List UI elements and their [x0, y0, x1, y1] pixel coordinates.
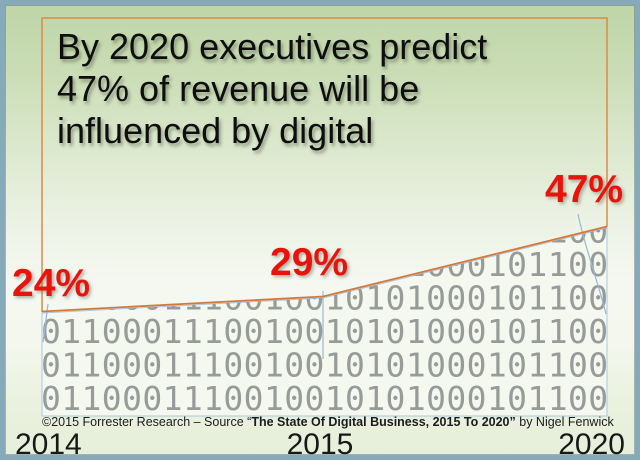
data-label-2014: 24% — [12, 262, 91, 305]
footnote-prefix: ©2015 Forrester Research – Source “ — [42, 415, 252, 429]
x-axis-label-2015: 2015 — [286, 428, 354, 460]
x-axis: 2014 2015 2020 — [13, 428, 627, 460]
title-line-1: By 2020 executives predict — [57, 26, 488, 67]
footnote-source-title: The State Of Digital Business, 2015 To 2… — [251, 415, 516, 429]
binary-row: 0110001110010010101000101100 — [41, 379, 609, 418]
trend-line — [41, 225, 608, 313]
data-label-2015: 29% — [270, 241, 349, 284]
footnote-suffix: by Nigel Fenwick — [515, 415, 614, 429]
revenue-area-chart: 0110001110010010101000101100 01100011100… — [41, 17, 609, 418]
area-fill-shape — [41, 227, 608, 417]
title-line-3: influenced by digital — [57, 110, 374, 151]
binary-row: 0110001110010010101000101100 — [41, 346, 609, 385]
x-axis-label-2020: 2020 — [558, 428, 625, 460]
x-axis-label-2014: 2014 — [15, 428, 82, 460]
data-label-2020: 47% — [545, 168, 624, 211]
leader-line-2020 — [577, 213, 607, 315]
title-line-2: 47% of revenue will be — [57, 68, 420, 109]
source-footnote: ©2015 Forrester Research – Source “The S… — [42, 415, 614, 429]
page-title: By 2020 executives predict 47% of revenu… — [57, 26, 557, 152]
plot-area-border — [41, 17, 608, 312]
binary-row: 0110001110010010101000101100 — [41, 312, 609, 351]
